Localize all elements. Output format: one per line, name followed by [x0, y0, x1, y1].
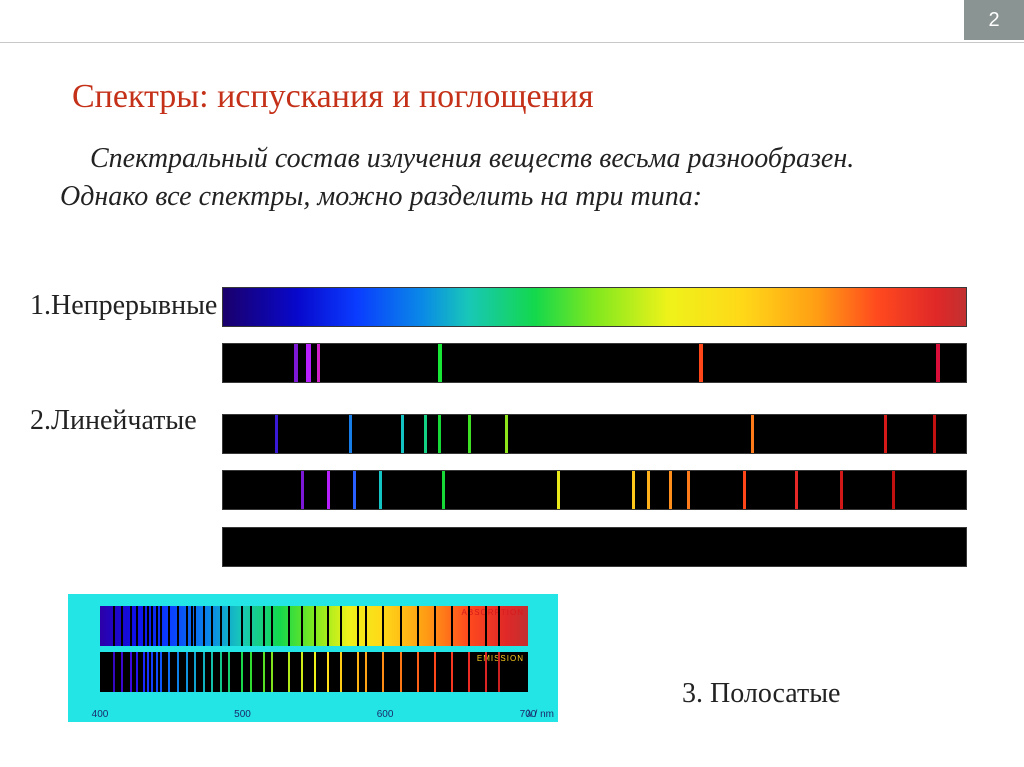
emission-tag: EMISSION	[477, 654, 524, 663]
line-spectrum-band-4	[222, 527, 967, 567]
axis-area: 400500600700	[100, 704, 528, 722]
banded-spectrum-chart: ABSORPTION EMISSION 400500600700 λ / nm	[68, 594, 558, 722]
emission-band: EMISSION	[100, 652, 528, 692]
absorption-tag: ABSORPTION	[462, 608, 524, 617]
axis-tick: 400	[92, 709, 109, 720]
slide-title: Спектры: испускания и поглощения	[72, 78, 594, 116]
axis-tick: 600	[377, 709, 394, 720]
line-spectrum-band-3	[222, 470, 967, 510]
type-banded-label: 3. Полосатые	[682, 678, 840, 710]
axis-label: λ / nm	[527, 709, 554, 720]
top-rule	[0, 42, 1024, 43]
line-spectrum-band-1	[222, 343, 967, 383]
axis-tick: 500	[234, 709, 251, 720]
type-line-label: 2.Линейчатые	[30, 405, 197, 437]
page-number: 2	[964, 0, 1024, 40]
absorption-band: ABSORPTION	[100, 606, 528, 646]
line-spectrum-band-2	[222, 414, 967, 454]
continuous-spectrum-band	[222, 287, 967, 327]
type-continuous-label: 1.Непрерывные	[30, 290, 217, 322]
intro-paragraph: Спектральный состав излучения веществ ве…	[60, 140, 944, 216]
